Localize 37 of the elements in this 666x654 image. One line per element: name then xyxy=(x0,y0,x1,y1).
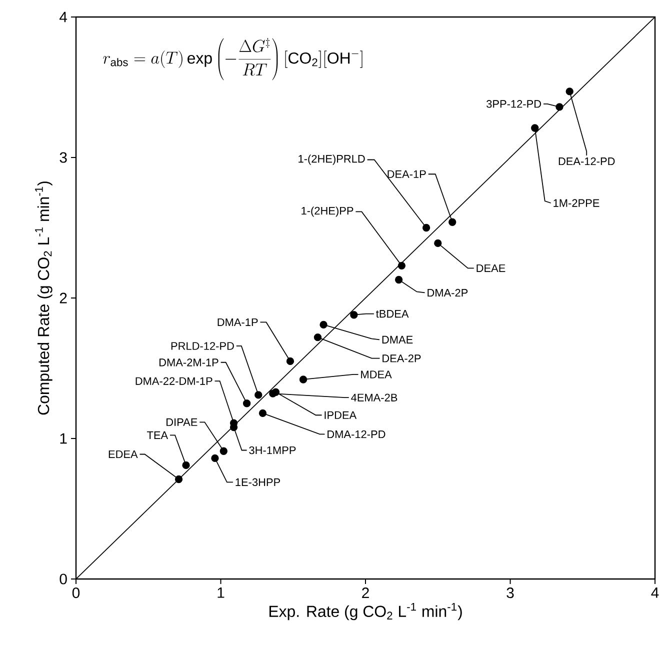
annotation: DMA-2M-1P xyxy=(159,358,218,366)
annotation: DMA-1P xyxy=(218,318,258,326)
annotation: DEAE xyxy=(476,264,506,272)
annotation: 3H-1MPP xyxy=(249,446,296,454)
annotation: PRLD-12-PD xyxy=(171,342,234,350)
annotation: DMA-12-PD xyxy=(328,430,386,438)
x-tick-label: 4 xyxy=(651,588,659,598)
y-tick-label: 2 xyxy=(60,292,67,304)
annotation: DMA-22-DM-1P xyxy=(136,377,212,385)
annotation: DIPAE xyxy=(166,418,198,426)
annotation: DMA-2P xyxy=(428,288,468,297)
y-tick-label: 4 xyxy=(60,12,68,22)
y-tick-label: 3 xyxy=(60,152,67,163)
annotation: 1-(2HE)PP xyxy=(302,206,354,217)
annotation: DMAE xyxy=(382,336,413,344)
x-tick-label: 2 xyxy=(362,588,369,598)
x-tick-label: 1 xyxy=(218,588,224,598)
annotation: 3PP-12-PD xyxy=(486,100,541,108)
annotation: 1E-3HPP xyxy=(236,478,280,486)
annotation: 1M-2PPE xyxy=(554,199,600,207)
annotation: DEA-12-PD xyxy=(558,157,615,166)
annotation: DEA-2P xyxy=(382,354,421,362)
y-tick-label: 1 xyxy=(60,433,67,444)
x-tick-label: 0 xyxy=(72,588,80,598)
annotation: EDEA xyxy=(108,450,138,458)
annotation: 4EMA-2B xyxy=(351,394,398,402)
annotation: 1-(2HE)PRLD xyxy=(298,154,365,165)
x-axis-title: Exp. Rate (g CO$_{2}$ L$^{-1}$ min$^{-1}$) xyxy=(269,602,462,620)
annotation: IPDEA xyxy=(324,411,357,419)
x-tick-label: 3 xyxy=(506,588,514,598)
annotation: TEA xyxy=(147,431,168,439)
y-tick-label: 0 xyxy=(60,574,67,584)
annotation: tBDEA xyxy=(376,310,409,318)
annotation: MDEA xyxy=(361,370,392,378)
annotation: DEA-1P xyxy=(388,170,426,178)
annotation: $r_{\mathrm{abs}} = a(T)\exp\left(-\frac{\Delta G^{\ddagger}}{RT}\right)[\mathrm{CO_2}][\mathrm{OH^{-}}]$ xyxy=(103,38,362,80)
y-axis-title: Computed Rate (g CO$_{2}$ L$^{-1}$ min$^{-1}$) xyxy=(35,182,52,415)
